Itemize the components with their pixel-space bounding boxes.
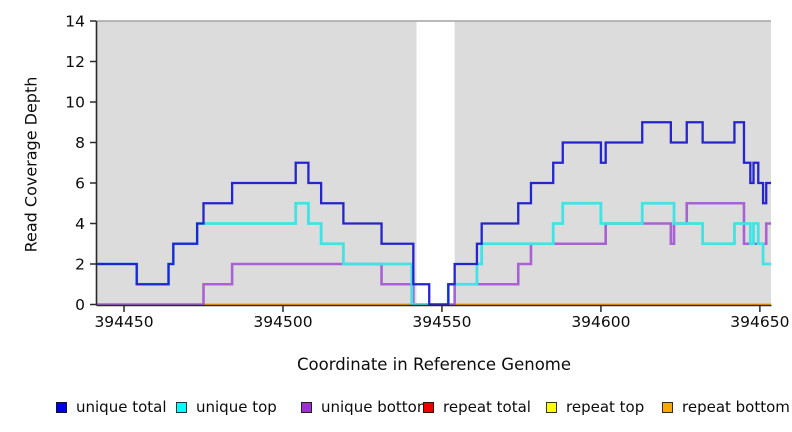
plot-area: 0 2 4 6 8 10 12 14 394450 394500 394550 394600 39465…	[65, 13, 789, 332]
y-tick-label: 4	[75, 215, 85, 233]
legend-label: repeat total	[443, 398, 531, 416]
legend-swatch	[301, 401, 312, 413]
legend-item-unique-total: unique total	[56, 398, 167, 416]
legend-label: repeat bottom	[682, 398, 790, 416]
y-tick-label: 6	[75, 175, 85, 193]
x-tick-label: 394500	[253, 313, 312, 331]
legend-label: repeat top	[566, 398, 645, 416]
y-tick-label: 2	[75, 256, 85, 274]
legend-item-repeat-bottom: repeat bottom	[662, 398, 790, 416]
y-tick-label: 8	[75, 134, 85, 152]
y-tick-label: 12	[65, 53, 85, 71]
coverage-gap-band	[416, 21, 455, 306]
series-unique-bottom	[97, 201, 771, 306]
y-tick-label: 10	[65, 94, 85, 112]
legend-swatch	[662, 401, 673, 413]
x-tick-label: 394600	[571, 313, 630, 331]
legend-item-unique-bottom: unique bottom	[301, 398, 431, 416]
legend-swatch	[56, 401, 67, 413]
y-axis-title: Read Coverage Depth	[21, 76, 41, 253]
series-unique-total	[97, 121, 771, 306]
x-axis-title: Coordinate in Reference Genome	[296, 355, 572, 374]
x-tick-label: 394650	[730, 313, 789, 331]
legend: unique total unique top unique bottom repea…	[0, 398, 792, 420]
legend-item-repeat-top: repeat top	[546, 398, 644, 416]
legend-label: unique bottom	[321, 398, 432, 416]
x-tick-label: 394450	[94, 313, 153, 331]
legend-label: unique total	[76, 398, 167, 416]
legend-label: unique top	[196, 398, 277, 416]
x-tick-label: 394550	[412, 313, 471, 331]
legend-swatch	[423, 401, 434, 413]
legend-swatch	[176, 401, 187, 413]
legend-item-unique-top: unique top	[176, 398, 277, 416]
legend-swatch	[546, 401, 557, 413]
legend-item-repeat-total: repeat total	[423, 398, 531, 416]
y-tick-label: 0	[75, 296, 85, 314]
y-tick-label: 14	[65, 13, 85, 31]
